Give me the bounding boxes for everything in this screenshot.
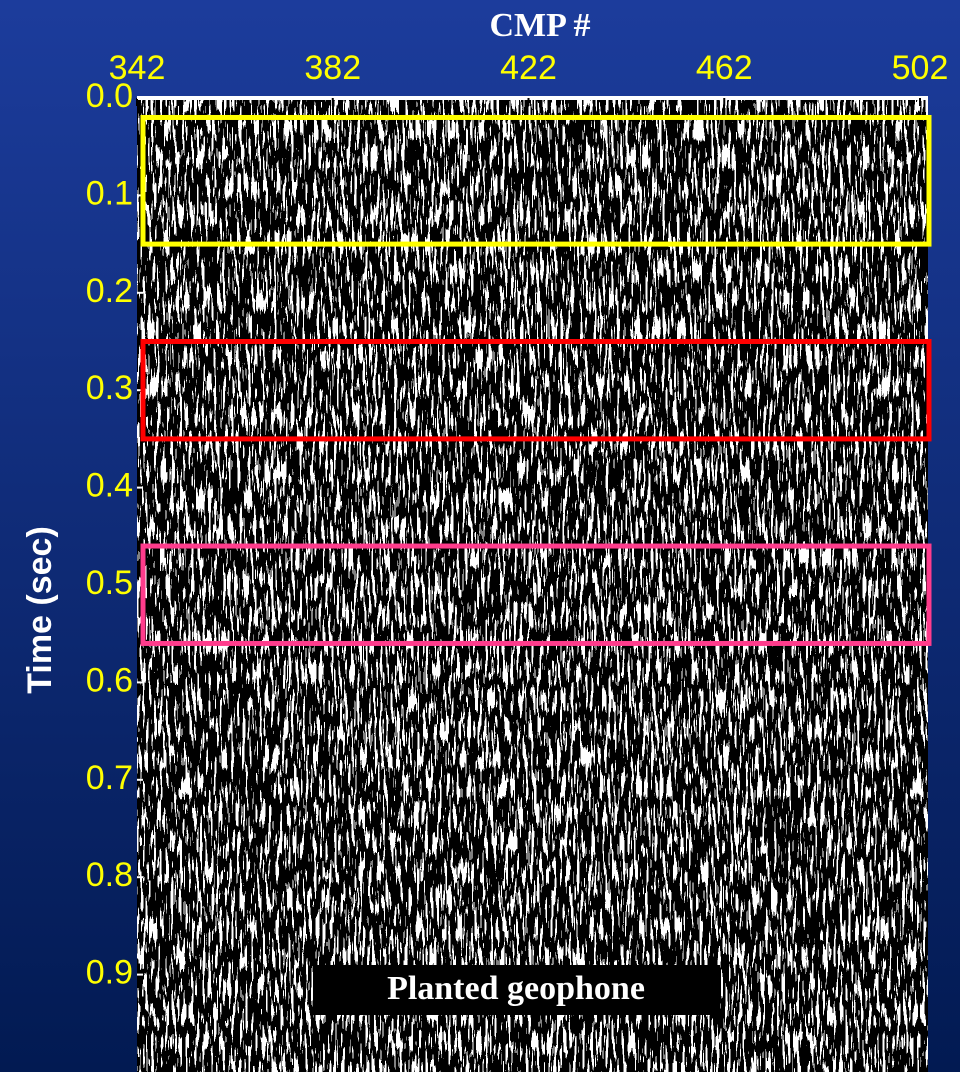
y-tick-label: 0.0 bbox=[86, 77, 133, 115]
seismic-section bbox=[137, 98, 928, 1072]
highlight-box bbox=[140, 339, 932, 442]
highlight-box bbox=[140, 114, 932, 247]
y-tick-label: 0.7 bbox=[86, 759, 133, 797]
y-tick-label: 0.6 bbox=[86, 661, 133, 699]
x-tick-label: 462 bbox=[696, 49, 753, 87]
y-tick-label: 0.4 bbox=[86, 467, 133, 505]
y-tick-label: 0.2 bbox=[86, 272, 133, 310]
annotation-box bbox=[313, 965, 720, 1015]
y-tick-label: 0.9 bbox=[86, 954, 133, 992]
y-tick-label: 0.1 bbox=[86, 174, 133, 212]
highlight-box bbox=[140, 543, 932, 646]
y-axis-label: Time (sec) bbox=[21, 526, 59, 694]
y-tick-label: 0.5 bbox=[86, 564, 133, 602]
x-axis-label: CMP # bbox=[489, 7, 590, 44]
x-tick-label: 382 bbox=[304, 49, 361, 87]
annotation: Planted geophone bbox=[387, 970, 645, 1007]
section-texture bbox=[137, 98, 928, 1072]
x-tick-label: 502 bbox=[892, 49, 949, 87]
x-tick-label: 342 bbox=[109, 49, 166, 87]
y-tick-label: 0.3 bbox=[86, 369, 133, 407]
x-tick-label: 422 bbox=[500, 49, 557, 87]
y-tick-label: 0.8 bbox=[86, 856, 133, 894]
